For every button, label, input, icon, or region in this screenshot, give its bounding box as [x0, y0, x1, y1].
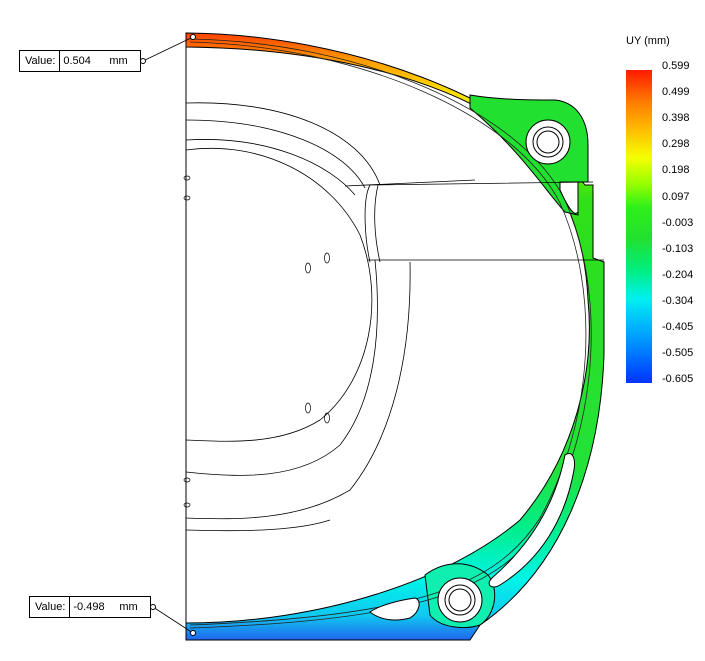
- probe-unit: mm: [119, 601, 138, 613]
- small-hole: [305, 402, 311, 414]
- legend-tick-label: 0.198: [662, 164, 690, 177]
- legend-tick-label: 0.599: [662, 60, 690, 72]
- legend-tick-label: -0.605: [662, 373, 694, 386]
- small-hole: [183, 477, 191, 483]
- top-hole-inner: [536, 130, 560, 154]
- legend-color-bar: [626, 70, 652, 383]
- legend-tick-label: -0.304: [662, 294, 694, 307]
- legend-title: UY (mm): [626, 35, 670, 47]
- probe-point-top[interactable]: [190, 34, 196, 40]
- legend-tick-label: -0.505: [662, 347, 694, 360]
- small-hole: [183, 175, 191, 181]
- legend-tick-label: 0.097: [662, 190, 690, 203]
- probe-label: Value:: [30, 597, 71, 617]
- probe-readout-bottom[interactable]: Value: -0.498 mm: [29, 596, 151, 618]
- small-hole: [183, 502, 191, 508]
- small-hole: [324, 252, 330, 264]
- bore-outline-1: [185, 147, 373, 442]
- legend-tick-label: -0.204: [662, 268, 694, 281]
- probe-anchor-top: [140, 58, 146, 64]
- bore-outline-3: [185, 119, 366, 189]
- probe-readout-top[interactable]: Value: 0.504 mm: [19, 50, 141, 72]
- probe-anchor-bottom: [150, 604, 156, 610]
- legend-tick-label: -0.003: [662, 216, 694, 229]
- probe-value: 0.504: [63, 55, 91, 67]
- small-hole: [305, 262, 311, 274]
- bore-outline-6: [185, 261, 411, 520]
- probe-label: Value:: [20, 51, 61, 71]
- legend-tick-label: -0.405: [662, 321, 694, 333]
- probe-point-bottom[interactable]: [190, 630, 196, 636]
- bottom-slot: [488, 453, 575, 588]
- legend-tick-label: 0.298: [662, 138, 690, 151]
- bore-outline-4: [185, 139, 356, 196]
- bore-outline-5: [185, 259, 378, 476]
- bore-outline-7: [185, 519, 331, 532]
- bottom-slot-2: [369, 597, 420, 621]
- bottom-hole-inner: [448, 588, 472, 612]
- legend-tick-label: 0.398: [662, 112, 690, 125]
- legend-tick-label: -0.103: [662, 242, 694, 255]
- plate-outline: [344, 179, 604, 263]
- probe-leader-top: [142, 36, 194, 62]
- small-hole: [324, 412, 330, 424]
- top-slot: [559, 181, 579, 214]
- bore-outline-2: [185, 102, 381, 186]
- small-hole: [183, 195, 191, 201]
- band-inner-line-2: [189, 41, 587, 626]
- legend-tick-label: 0.499: [662, 86, 690, 99]
- probe-unit: mm: [109, 55, 128, 67]
- probe-leader-bottom: [152, 606, 194, 634]
- probe-value: -0.498: [73, 601, 105, 613]
